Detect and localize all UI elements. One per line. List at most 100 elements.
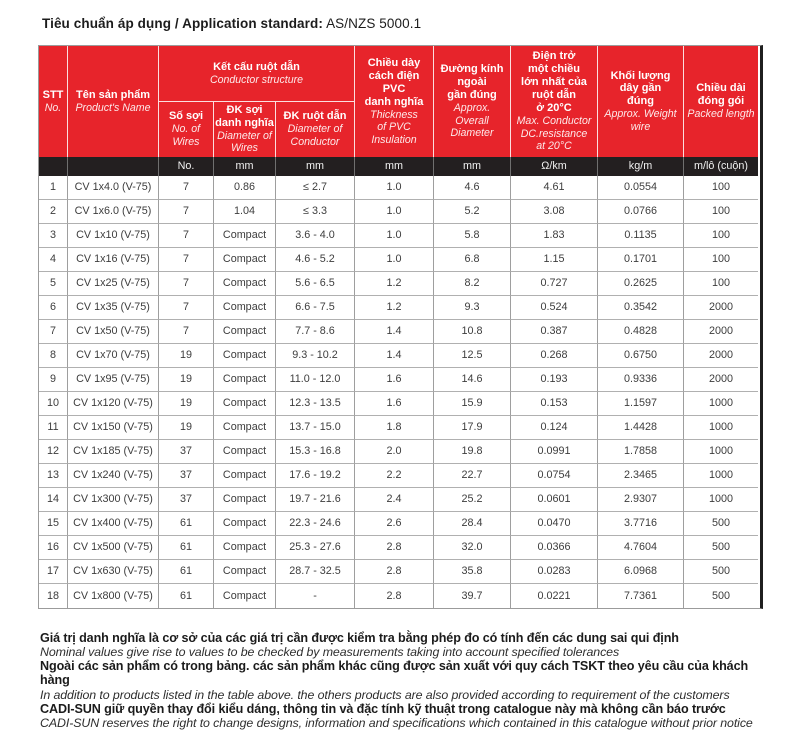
unit-cell: m/lô (cuộn) — [684, 156, 758, 176]
table-cell: Compact — [214, 535, 276, 560]
table-cell: 0.0991 — [511, 439, 598, 464]
table-cell: 6 — [39, 295, 68, 320]
table-cell: Compact — [214, 367, 276, 392]
table-row: 12 CV 1x185 (V-75) 37 Compact 15.3 - 16.8 2.0… — [39, 439, 758, 464]
table-cell: 0.1701 — [598, 247, 684, 272]
table-cell: 17.6 - 19.2 — [276, 463, 355, 488]
table-cell: 7 — [159, 247, 214, 272]
table-cell: 3.6 - 4.0 — [276, 223, 355, 248]
table-cell: CV 1x800 (V-75) — [68, 583, 159, 608]
table-cell: 22.3 - 24.6 — [276, 511, 355, 536]
table-cell: 12 — [39, 439, 68, 464]
table-cell: Compact — [214, 415, 276, 440]
table-cell: 61 — [159, 511, 214, 536]
col-header-packed-length-vn: Chiều dài đóng gói — [696, 82, 746, 108]
table-cell: 17.9 — [434, 415, 511, 440]
unit-cell: mm — [355, 156, 434, 176]
col-header-conductor-diameter-vn: ĐK ruột dẫn — [283, 110, 347, 123]
table-cell: 2.8 — [355, 583, 434, 608]
note-line-en: CADI-SUN reserves the right to change de… — [40, 715, 753, 730]
table-cell: 500 — [684, 511, 758, 536]
table-cell: CV 1x50 (V-75) — [68, 319, 159, 344]
col-header-wires-en: No. of Wires — [171, 123, 201, 148]
col-header-stt-vn: STT — [42, 88, 64, 101]
col-header-packed-length-en: Packed length — [687, 108, 755, 121]
note-line-vn: Giá trị danh nghĩa là cơ sở của các giá … — [40, 630, 679, 645]
table-cell: 0.1135 — [598, 223, 684, 248]
table-cell: Compact — [214, 559, 276, 584]
table-cell: 10 — [39, 391, 68, 416]
table-cell: CV 1x10 (V-75) — [68, 223, 159, 248]
table-row: 3 CV 1x10 (V-75) 7 Compact 3.6 - 4.0 1.0 5.8 1.… — [39, 223, 758, 248]
table-cell: 1 — [39, 175, 68, 200]
unit-cell: mm — [214, 156, 276, 176]
table-cell: 11 — [39, 415, 68, 440]
table-row: 9 CV 1x95 (V-75) 19 Compact 11.0 - 12.0 1.6 14… — [39, 367, 758, 392]
table-cell: Compact — [214, 223, 276, 248]
col-header-product: Tên sản phẩm Product's Name — [68, 46, 159, 157]
table-cell: 2000 — [684, 319, 758, 344]
note-line-en: In addition to products listed in the ta… — [40, 687, 730, 702]
table-cell: 7 — [159, 175, 214, 200]
table-row: 17 CV 1x630 (V-75) 61 Compact 28.7 - 32.5 2.8… — [39, 559, 758, 584]
col-header-product-en: Product's Name — [75, 101, 151, 114]
table-cell: 1.04 — [214, 199, 276, 224]
table-cell: 1.15 — [511, 247, 598, 272]
table-row: 1 CV 1x4.0 (V-75) 7 0.86 ≤ 2.7 1.0 4.6 4.61 0.05… — [39, 175, 758, 200]
col-header-wire-diameter-vn: ĐK sợi danh nghĩa — [215, 104, 274, 129]
note-line-en: Nominal values give rise to values to be… — [40, 645, 620, 660]
col-header-weight: Khối lượng dây gần đúng Approx. Weight w… — [598, 46, 684, 157]
col-header-resistance-vn: Điện trở một chiều lớn nhất của ruột dẫn… — [521, 50, 587, 115]
table-cell: 14 — [39, 487, 68, 512]
table-row: 10 CV 1x120 (V-75) 19 Compact 12.3 - 13.5 1.6… — [39, 391, 758, 416]
table-cell: 28.7 - 32.5 — [276, 559, 355, 584]
table-cell: 7.7 - 8.6 — [276, 319, 355, 344]
table-cell: 1.4 — [355, 343, 434, 368]
table-cell: 7 — [159, 271, 214, 296]
table-cell: 11.0 - 12.0 — [276, 367, 355, 392]
table-cell: 19 — [159, 391, 214, 416]
table-cell: 7 — [159, 295, 214, 320]
table-cell: 15.9 — [434, 391, 511, 416]
table-cell: 1.4 — [355, 319, 434, 344]
table-cell: 0.153 — [511, 391, 598, 416]
table-cell: 16 — [39, 535, 68, 560]
table-cell: 61 — [159, 583, 214, 608]
table-cell: 22.7 — [434, 463, 511, 488]
col-header-insulation: Chiều dày cách điện PVC danh nghĩa Thick… — [355, 46, 434, 157]
table-cell: 0.0283 — [511, 559, 598, 584]
table-cell: 0.86 — [214, 175, 276, 200]
col-header-wires-vn: Số sợi — [168, 110, 204, 123]
table-cell: 37 — [159, 463, 214, 488]
table-cell: 5.6 - 6.5 — [276, 271, 355, 296]
col-header-insulation-en: Thickness of PVC Insulation — [370, 108, 418, 146]
table-row: 4 CV 1x16 (V-75) 7 Compact 4.6 - 5.2 1.0 6.8 1.… — [39, 247, 758, 272]
col-header-resistance: Điện trở một chiều lớn nhất của ruột dẫn… — [511, 46, 598, 157]
table-cell: 3 — [39, 223, 68, 248]
table-cell: 4.6 — [434, 175, 511, 200]
table-cell: Compact — [214, 463, 276, 488]
table-cell: Compact — [214, 439, 276, 464]
table-cell: 0.0601 — [511, 487, 598, 512]
table-cell: 0.193 — [511, 367, 598, 392]
table-row: 5 CV 1x25 (V-75) 7 Compact 5.6 - 6.5 1.2 8.2 0.… — [39, 271, 758, 296]
col-header-overall-diameter-en: Approx. Overall Diameter — [450, 102, 494, 140]
table-cell: 3.08 — [511, 199, 598, 224]
table-cell: 14.6 — [434, 367, 511, 392]
table-cell: CV 1x240 (V-75) — [68, 463, 159, 488]
col-header-weight-vn: Khối lượng dây gần đúng — [610, 69, 671, 108]
col-header-conductor-diameter-en: Diameter of Conductor — [287, 123, 343, 148]
table-cell: 1000 — [684, 391, 758, 416]
table-cell: 8.2 — [434, 271, 511, 296]
table-row: 16 CV 1x500 (V-75) 61 Compact 25.3 - 27.6 2.8… — [39, 535, 758, 560]
table-cell: 1.83 — [511, 223, 598, 248]
col-header-overall-diameter-vn: Đường kính ngoài gần đúng — [440, 63, 504, 102]
table-cell: CV 1x630 (V-75) — [68, 559, 159, 584]
table-cell: 2000 — [684, 295, 758, 320]
table-cell: 25.2 — [434, 487, 511, 512]
table-cell: 100 — [684, 247, 758, 272]
table-cell: Compact — [214, 247, 276, 272]
table-row: 6 CV 1x35 (V-75) 7 Compact 6.6 - 7.5 1.2 9.3 0.… — [39, 295, 758, 320]
table-cell: 25.3 - 27.6 — [276, 535, 355, 560]
